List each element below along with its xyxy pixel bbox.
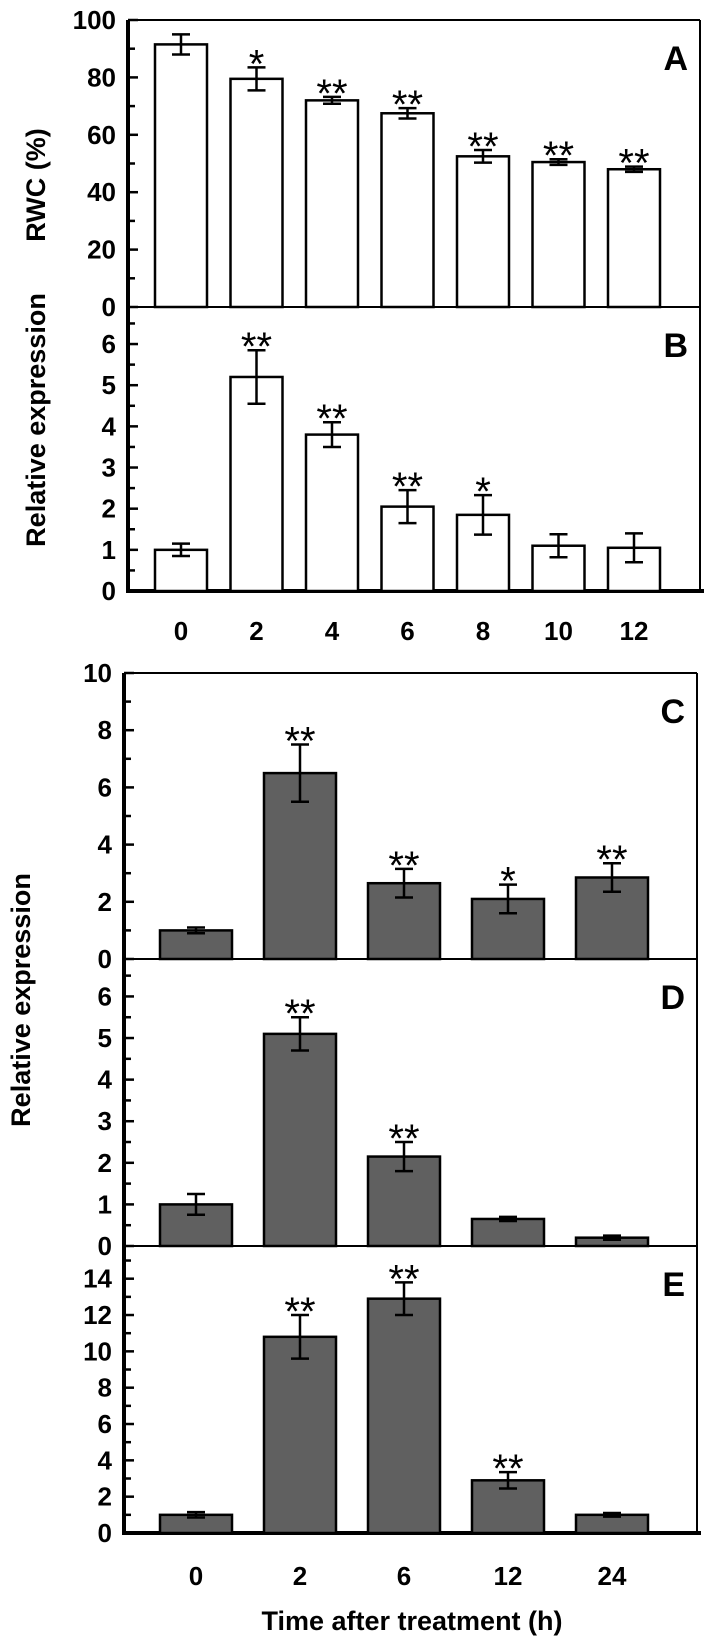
panel-d-y-tick-label: 6 [98,981,112,1011]
panel-e-y-tick-label: 8 [98,1373,112,1403]
panel-d-y-tick-label: 1 [98,1189,112,1219]
panel-b-x-tick-label: 12 [620,616,649,646]
panel-a-bar [380,112,435,309]
y-axis-title-bottom-expression: Relative expression [6,873,36,1127]
panel-b-y-tick-label: 0 [102,576,116,606]
panel-b-y-tick-label: 4 [102,411,117,441]
panel-c-letter: C [660,693,685,731]
panel-b-y-tick-label: 5 [102,370,116,400]
panel-a-y-tick-label: 20 [87,235,116,265]
panel-c-significance-label: ** [284,720,315,764]
panel-c-y-tick-label: 10 [83,658,112,688]
panel-d-significance-label: ** [284,992,315,1036]
panel-c-significance-label: * [500,860,516,904]
panel-d-letter: D [660,979,685,1017]
panel-e-y-tick-label: 0 [98,1518,112,1548]
panel-d-bar [262,1032,338,1248]
panel-e-x-tick-label: 24 [598,1561,627,1591]
panel-c-bar [158,929,234,961]
panel-a-significance-label: ** [392,83,423,127]
panel-a-significance-label: ** [316,72,347,116]
panel-d-y-tick-label: 5 [98,1023,112,1053]
panel-b-x-tick-label: 8 [476,616,490,646]
panel-b-x-tick-label: 2 [249,616,263,646]
panel-a-bar [304,99,360,309]
panel-a-letter: A [663,40,688,78]
panel-d-significance-label: ** [388,1117,419,1161]
y-axis-title-top-expression: Relative expression [21,293,51,547]
panel-c-y-tick-label: 2 [98,887,112,917]
panel-e-y-tick-label: 4 [98,1445,113,1475]
panel-c-y-tick-label: 4 [98,830,113,860]
panel-b-x-tick-label: 4 [325,616,340,646]
panel-e-significance-label: ** [284,1290,315,1334]
panel-e-bar [262,1335,338,1535]
panel-a-significance-label: ** [467,125,498,169]
panel-c-y-tick-label: 6 [98,772,112,802]
panel-e-y-tick-label: 6 [98,1409,112,1439]
panel-a-significance-label: ** [543,134,574,178]
panel-b-significance-label: ** [392,465,423,509]
panel-b-letter: B [663,327,688,365]
panel-e-significance-label: ** [492,1447,523,1491]
panel-c-y-tick-label: 0 [98,944,112,974]
panel-a-y-tick-label: 40 [87,177,116,207]
panel-e-y-tick-label: 12 [83,1300,112,1330]
panel-a-bar [153,43,209,309]
panel-e-x-tick-label: 12 [494,1561,523,1591]
panel-b-bar [304,433,360,593]
panel-b-x-tick-label: 6 [400,616,414,646]
panel-b-significance-label: * [475,470,491,514]
panel-d-y-tick-label: 0 [98,1231,112,1261]
panel-b-significance-label: ** [316,397,347,441]
panel-b-significance-label: ** [241,325,272,369]
x-axis-title: Time after treatment (h) [261,1606,562,1636]
panel-c-significance-label: ** [596,838,627,882]
panel-c-significance-label: ** [388,844,419,888]
panel-a-y-tick-label: 0 [102,292,116,322]
panel-a-bar [455,155,511,309]
panel-b-bar [229,375,284,593]
panel-d-y-tick-label: 2 [98,1148,112,1178]
panel-b-y-tick-label: 2 [102,494,116,524]
panel-a-y-tick-label: 60 [87,120,116,150]
panel-e-letter: E [662,1266,685,1304]
panel-a-significance-label: * [249,42,265,86]
panel-e-y-tick-label: 14 [83,1264,112,1294]
panel-e-x-tick-label: 2 [293,1561,307,1591]
panel-a-bar [531,160,586,309]
panel-d-y-tick-label: 4 [98,1065,113,1095]
panel-a-significance-label: ** [618,142,649,186]
panel-d-y-tick-label: 3 [98,1106,112,1136]
panel-b-x-tick-label: 10 [544,616,573,646]
panel-e-bar [366,1297,442,1535]
panel-c-y-tick-label: 8 [98,715,112,745]
panel-b-y-tick-label: 6 [102,329,116,359]
panel-a-bar [606,167,662,309]
y-axis-title-rwc: RWC (%) [21,128,51,241]
panel-d-bar [470,1217,546,1248]
panel-a-y-tick-label: 100 [73,5,116,35]
panel-b-y-tick-label: 3 [102,453,116,483]
panel-e-x-tick-label: 0 [189,1561,203,1591]
panel-b-y-tick-label: 1 [102,535,116,565]
panel-a-y-tick-label: 80 [87,62,116,92]
panel-e-significance-label: ** [388,1257,419,1301]
panel-e-x-tick-label: 6 [397,1561,411,1591]
panel-a-bar [229,77,284,309]
panel-b-x-tick-label: 0 [174,616,188,646]
panel-e-y-tick-label: 2 [98,1482,112,1512]
panel-e-y-tick-label: 10 [83,1336,112,1366]
